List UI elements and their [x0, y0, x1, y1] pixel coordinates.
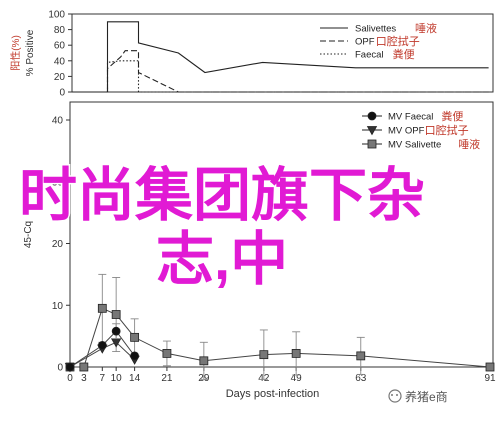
x-tick-label: 0 [67, 373, 73, 384]
legend-annotation: 口腔拭子 [425, 123, 469, 137]
y-tick-label: 20 [52, 239, 64, 250]
y-tick-label: 80 [54, 25, 66, 36]
overlay-text: 时尚集团旗下杂志,中 [19, 163, 425, 292]
series-line-mv-opf [69, 341, 135, 368]
overlay-line: 志,中 [156, 227, 288, 292]
y-tick-label: 30 [52, 177, 64, 188]
legend-label: Faecal [355, 50, 384, 61]
x-tick-label: 7 [100, 373, 106, 384]
legend-marker [366, 126, 378, 136]
data-point-mv-salivette [130, 332, 140, 342]
y-tick-label: 100 [48, 10, 65, 21]
y-tick-label: 40 [54, 56, 66, 67]
wechat-icon-eye [396, 394, 398, 396]
legend-label: MV OPF [388, 126, 425, 137]
series-line-mv-faecal [69, 330, 136, 368]
overlay-layer: 时尚集团旗下杂志,中 养猪e商 [18, 162, 448, 405]
data-point-mv-salivette [199, 356, 209, 366]
data-point-mv-salivette [356, 351, 366, 361]
legend-annotation: 粪便 [441, 109, 463, 123]
y-tick-label: 10 [52, 301, 64, 312]
x-tick-label: 63 [355, 373, 367, 384]
x-tick-label: 14 [129, 373, 141, 384]
x-tick-label: 21 [161, 373, 173, 384]
legend-marker [367, 111, 377, 121]
y-tick-label: 0 [57, 363, 63, 374]
x-tick-label: 49 [291, 373, 303, 384]
legend-annotation: 粪便 [393, 47, 415, 61]
data-point-mv-salivette [485, 362, 495, 372]
y-axis-label: % Positive [25, 29, 36, 76]
legend-label: Salivettes [355, 24, 396, 35]
data-point-mv-salivette [259, 350, 269, 360]
x-tick-label: 10 [111, 373, 123, 384]
plot-frame [71, 13, 494, 93]
legend-annotation: 唾液 [458, 137, 480, 151]
data-point-mv-salivette [162, 349, 172, 358]
plot-frame [69, 101, 494, 368]
legend-marker [367, 139, 377, 149]
data-point-mv-faecal [130, 351, 140, 361]
legend-annotation: 唾液 [415, 21, 437, 35]
x-tick-label: 3 [81, 373, 87, 384]
y-tick-label: 20 [54, 72, 66, 83]
y-tick-label: 0 [59, 88, 65, 99]
legend-label: MV Salivette [388, 140, 441, 151]
data-point-mv-salivette [79, 362, 89, 372]
data-point-mv-faecal [97, 340, 107, 350]
watermark-text: 养猪e商 [405, 389, 448, 404]
data-point-mv-salivette [111, 310, 121, 319]
data-point-mv-salivette [291, 349, 301, 358]
wechat-icon [388, 389, 402, 403]
overlay-line: 时尚集团旗下杂 [19, 163, 425, 228]
legend-label: MV Faecal [388, 112, 433, 123]
legend-label: OPF [355, 37, 375, 48]
x-tick-label: 91 [484, 373, 496, 384]
data-point-mv-faecal [111, 326, 121, 336]
y-tick-label: 40 [52, 116, 64, 127]
watermark: 养猪e商 [388, 389, 448, 404]
data-point-mv-faecal [65, 362, 75, 372]
y-axis-label: 45-Cq [23, 221, 34, 248]
series-line-faecal [72, 60, 489, 93]
legend-annotation: 口腔拭子 [376, 34, 420, 48]
x-axis-label: Days post-infection [226, 388, 320, 400]
wechat-icon-eye [391, 394, 393, 396]
data-point-mv-salivette [97, 303, 107, 313]
y-axis-annotation: 阳性(%) [9, 35, 22, 71]
y-tick-label: 60 [54, 41, 66, 52]
series-line-opf [72, 50, 489, 93]
